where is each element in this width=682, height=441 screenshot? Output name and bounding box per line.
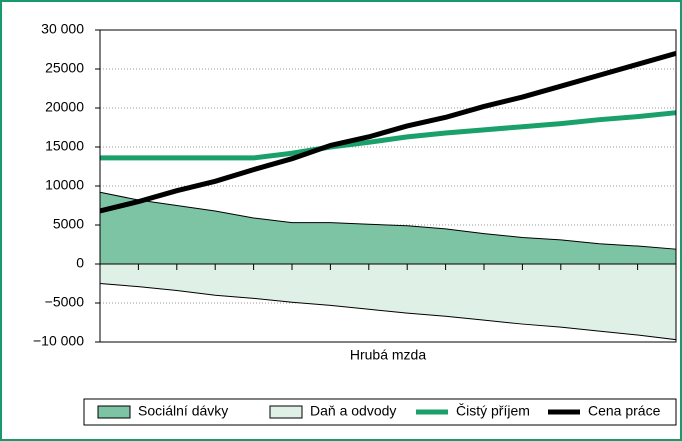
- y-tick-label: 20000: [45, 99, 84, 115]
- y-tick-label: −5000: [45, 294, 85, 310]
- area: [99, 191, 677, 265]
- legend-label: Cena práce: [588, 403, 661, 419]
- legend-swatch: [97, 405, 131, 419]
- plot-frame: [99, 29, 677, 343]
- legend-swatch: [269, 405, 303, 419]
- line: [99, 50, 677, 214]
- y-tick-label: 25000: [45, 60, 84, 76]
- y-tick-label: −10 000: [33, 333, 84, 349]
- area: [99, 263, 677, 341]
- y-tick-label: 15000: [45, 138, 84, 154]
- y-tick-label: 30 000: [41, 21, 84, 37]
- y-tick-label: 0: [76, 255, 84, 271]
- y-tick-label: 5000: [53, 216, 84, 232]
- y-tick-label: 10000: [45, 177, 84, 193]
- legend-label: Čistý příjem: [456, 403, 530, 419]
- line: [100, 110, 677, 161]
- x-axis-label: Hrubá mzda: [350, 347, 426, 363]
- legend-label: Daň a odvody: [310, 403, 396, 419]
- legend-label: Sociální dávky: [138, 403, 228, 419]
